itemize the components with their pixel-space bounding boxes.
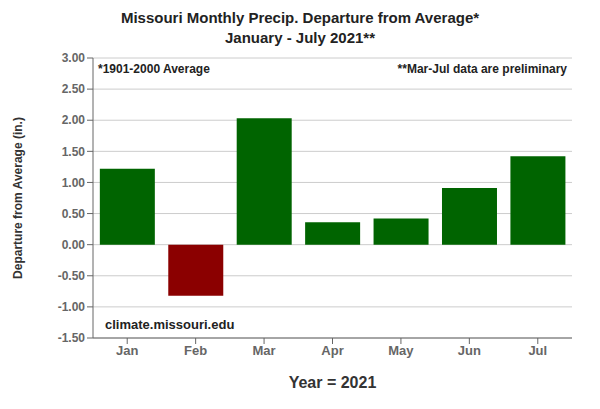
svg-text:1.00: 1.00 — [62, 176, 86, 190]
svg-text:Apr: Apr — [321, 343, 343, 358]
svg-text:Departure from Average (in.): Departure from Average (in.) — [11, 117, 25, 279]
svg-text:0.50: 0.50 — [62, 207, 86, 221]
svg-text:Jan: Jan — [116, 343, 138, 358]
svg-text:Jul: Jul — [528, 343, 547, 358]
svg-text:Jun: Jun — [458, 343, 481, 358]
svg-text:2.50: 2.50 — [62, 82, 86, 96]
html-text:Missouri Monthly Precip. Depar: Missouri Monthly Precip. Departure from … — [120, 9, 480, 26]
svg-text:Year = 2021: Year = 2021 — [289, 374, 377, 391]
svg-text:0.00: 0.00 — [62, 238, 86, 252]
svg-text:-1.50: -1.50 — [58, 331, 86, 345]
svg-text:Mar: Mar — [253, 343, 276, 358]
svg-text:-0.50: -0.50 — [58, 269, 86, 283]
html-text:climate.missouri.edu: climate.missouri.edu — [105, 317, 235, 332]
html-text:**Mar-Jul data are preliminary: **Mar-Jul data are preliminary — [397, 62, 567, 76]
svg-text:May: May — [388, 343, 414, 358]
svg-text:Feb: Feb — [184, 343, 207, 358]
svg-text:1.50: 1.50 — [62, 145, 86, 159]
svg-text:-1.00: -1.00 — [58, 300, 86, 314]
html-text:*1901-2000 Average: *1901-2000 Average — [98, 62, 210, 76]
svg-text:2.00: 2.00 — [62, 113, 86, 127]
svg-text:3.00: 3.00 — [62, 51, 86, 65]
html-text:January - July 2021**: January - July 2021** — [225, 29, 375, 46]
